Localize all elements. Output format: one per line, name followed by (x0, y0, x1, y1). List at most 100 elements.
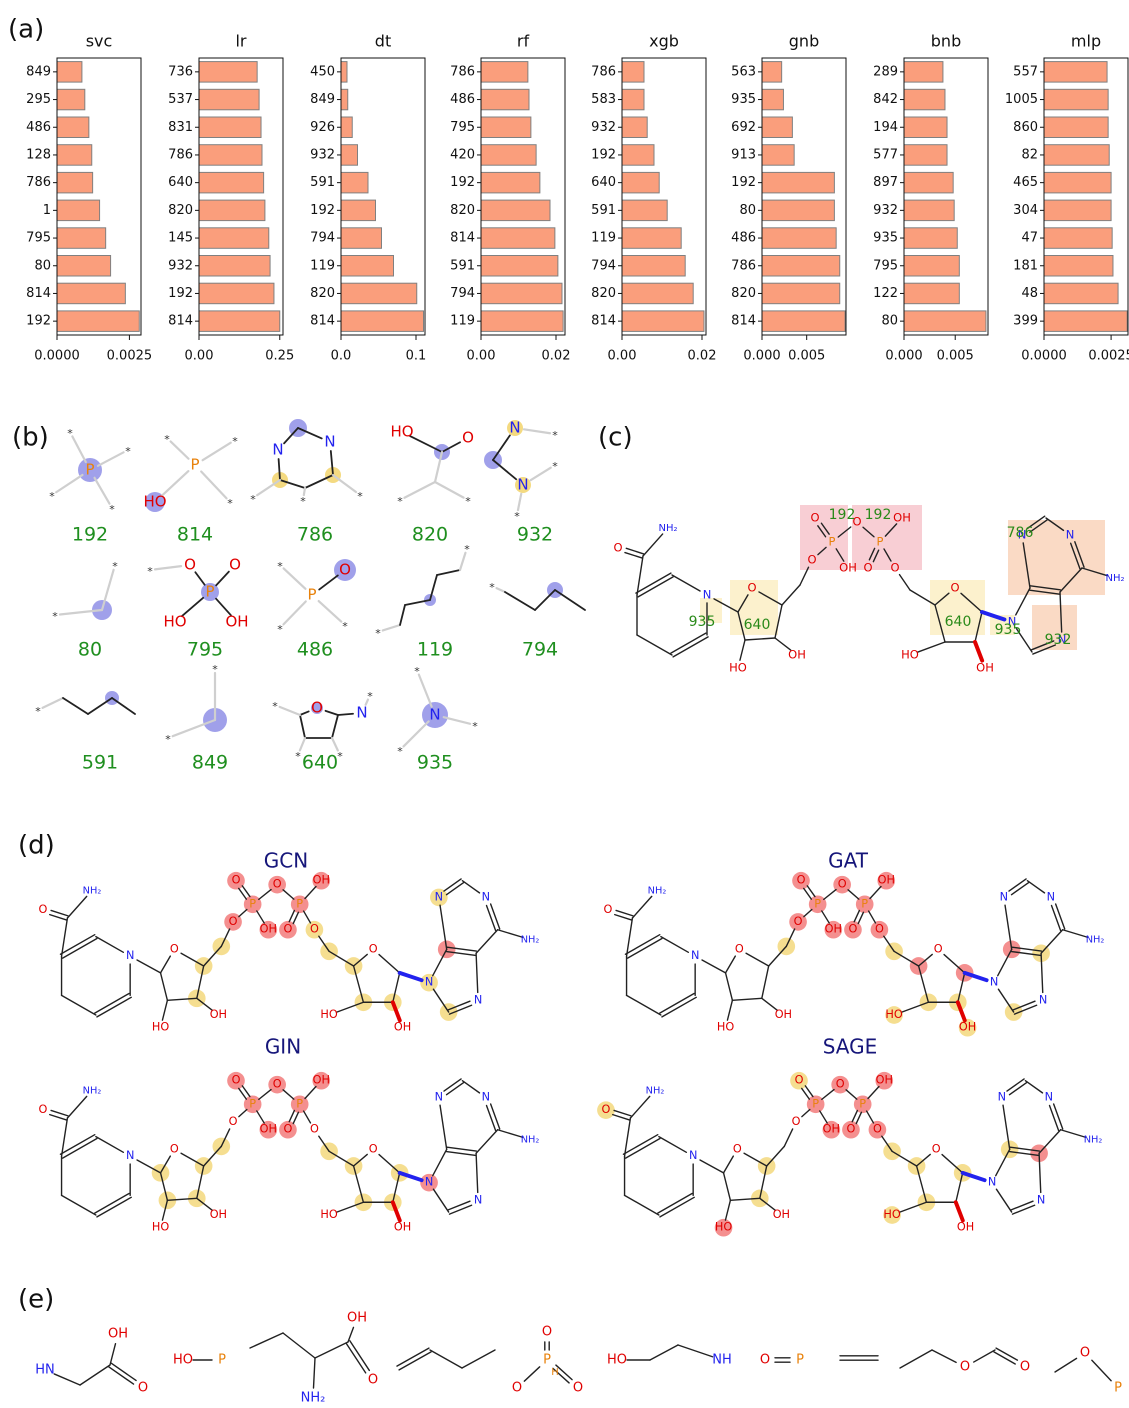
y-tick-label: 935 (873, 231, 898, 246)
atom-label: P (812, 1097, 819, 1110)
bond (300, 715, 305, 738)
atom-label: N (998, 1090, 1006, 1103)
bar (622, 62, 644, 82)
bond (62, 995, 96, 1015)
bond (462, 881, 479, 893)
bond (944, 955, 965, 973)
bond (678, 1345, 713, 1357)
bond (724, 1173, 731, 1200)
bond (518, 494, 521, 510)
atom-label: O (604, 903, 613, 916)
atom-label: * (67, 427, 73, 440)
y-tick-label: 932 (310, 147, 335, 162)
y-tick-label: 820 (168, 203, 193, 218)
atom-label: HO (320, 1008, 337, 1021)
y-tick-label: 181 (1013, 258, 1038, 273)
bond (379, 955, 400, 973)
fragment-id: 192 (72, 524, 108, 546)
bond (433, 1149, 447, 1175)
bond (379, 1155, 400, 1173)
atom-label: O (733, 1142, 742, 1155)
atom-label: O (39, 903, 48, 916)
atom-label: * (277, 560, 283, 573)
bond (293, 912, 298, 923)
y-tick-label: 814 (731, 314, 756, 329)
x-tick-label: 0.02 (542, 349, 571, 364)
atom-label: NH₂ (83, 886, 102, 897)
atom-label: O (934, 942, 943, 955)
atom-label: O (890, 561, 899, 575)
y-tick-label: 795 (450, 120, 475, 135)
atom-label: N (990, 976, 998, 989)
bar (341, 256, 394, 276)
atom-label: N (509, 419, 520, 437)
bar (481, 200, 550, 220)
substructure-id: 640 (744, 617, 771, 633)
substructure-id: 935 (995, 622, 1022, 638)
atom-label: O (310, 1123, 319, 1136)
atom-label: O (847, 1123, 856, 1136)
atom-label: * (342, 620, 348, 633)
y-tick-label: 192 (168, 286, 193, 301)
bond (80, 1365, 110, 1385)
bar (762, 256, 840, 276)
atom-label: OH (394, 1221, 411, 1234)
atom-label: * (337, 750, 343, 763)
bar (341, 283, 417, 303)
y-tick-label: 399 (1013, 314, 1038, 329)
bond (63, 1139, 97, 1159)
bar (1044, 62, 1107, 82)
y-tick-label: 820 (731, 286, 756, 301)
bond (305, 887, 316, 899)
y-tick-label: 591 (591, 203, 616, 218)
atom-label: O (950, 581, 959, 595)
bond (112, 698, 135, 714)
bond (856, 1112, 861, 1123)
bond (726, 973, 733, 1000)
x-tick-label: 0.1 (406, 349, 427, 364)
bond (95, 993, 129, 1013)
bond (338, 714, 353, 715)
y-tick-label: 820 (450, 203, 475, 218)
atom-label: O (794, 915, 803, 928)
y-tick-label: 849 (26, 64, 51, 79)
bar (1044, 172, 1111, 192)
bond (304, 488, 305, 495)
atom-label: O (284, 923, 293, 936)
y-tick-label: 860 (1013, 120, 1038, 135)
bond (661, 937, 688, 953)
substructure-id: 640 (945, 614, 972, 630)
atom-label: * (52, 610, 58, 623)
atom-label: P (85, 461, 94, 479)
atom-label: O (339, 561, 351, 579)
bond (63, 698, 88, 714)
atom-label: OH (394, 1021, 411, 1034)
atom-label: OH (823, 1123, 840, 1136)
bond (1007, 1079, 1024, 1091)
y-tick-label: 80 (881, 314, 898, 329)
bond (700, 1160, 724, 1173)
atom-label: O (369, 942, 378, 955)
atom-label: P (296, 1097, 303, 1110)
fragment-id: 486 (297, 639, 333, 661)
atom-label: O (170, 1142, 179, 1155)
y-tick-label: 486 (731, 231, 756, 246)
y-tick-label: 814 (591, 314, 616, 329)
bond (257, 480, 280, 495)
y-tick-label: 932 (591, 120, 616, 135)
y-tick-label: 119 (310, 258, 335, 273)
bond (702, 960, 726, 973)
atom-label: * (165, 733, 171, 746)
atom-label: NH₂ (658, 523, 677, 534)
atom-label: OH (210, 1008, 227, 1021)
atom-label: N (126, 949, 134, 962)
bond (239, 1110, 247, 1117)
bar (1044, 311, 1127, 331)
bond (54, 1374, 80, 1385)
bond (155, 566, 181, 569)
bar (762, 200, 834, 220)
bar (1044, 283, 1118, 303)
atom-label: O (810, 511, 819, 525)
bar (57, 283, 125, 303)
atom-label: P (859, 1097, 866, 1110)
